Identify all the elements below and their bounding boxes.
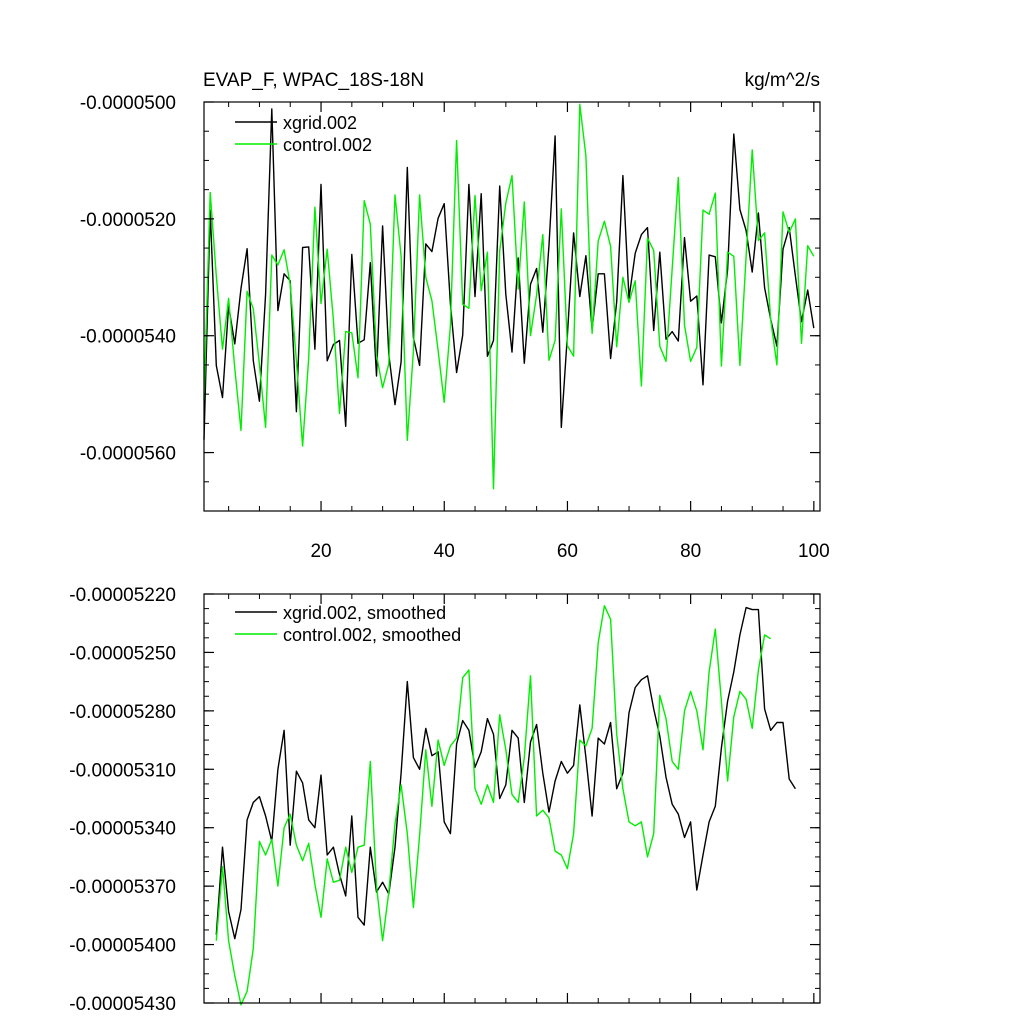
y-tick-label: -0.0000540 <box>80 327 176 348</box>
panel-bottom-plot-lines <box>215 605 796 1006</box>
panel-top-plot-lines <box>203 103 815 490</box>
series-line-xgrid <box>203 108 815 440</box>
x-tick-label: 60 <box>557 541 578 562</box>
panel-top-title: EVAP_F, WPAC_18S-18N <box>203 70 424 91</box>
x-tick-label: 40 <box>434 541 455 562</box>
y-tick-label: -0.00005430 <box>69 994 176 1015</box>
y-tick-label: -0.00005400 <box>69 936 176 957</box>
x-tick-label: 80 <box>680 541 701 562</box>
x-tick-label: 20 <box>310 541 331 562</box>
y-tick-label: -0.0000500 <box>80 93 176 114</box>
panel-bottom-axes: -0.00005220 -0.00005250 -0.00005280 -0.0000… <box>69 585 820 1015</box>
panel-top-legend: xgrid.002 control.002 <box>235 113 372 155</box>
y-tick-label: -0.00005220 <box>69 585 176 606</box>
panel-top-axes: -0.0000500 -0.0000520 -0.0000540 -0.0000560… <box>80 93 830 562</box>
series-line-control <box>203 103 815 490</box>
y-tick-label: -0.00005280 <box>69 702 176 723</box>
series-line-xgrid <box>215 606 796 940</box>
panel-top: EVAP_F, WPAC_18S-18N kg/m^2/s -0.0000500… <box>80 70 830 562</box>
series-line-control <box>215 605 772 1006</box>
legend-label-control: control.002 <box>283 135 372 155</box>
x-tick-label: 100 <box>798 541 830 562</box>
panel-bottom-legend: xgrid.002, smoothed control.002, smoothe… <box>235 603 461 645</box>
panel-top-units: kg/m^2/s <box>745 70 820 91</box>
y-tick-label: -0.00005370 <box>69 877 176 898</box>
y-tick-label: -0.00005340 <box>69 819 176 840</box>
y-tick-label: -0.00005310 <box>69 760 176 781</box>
y-tick-label: -0.0000520 <box>80 210 176 231</box>
y-tick-label: -0.00005250 <box>69 643 176 664</box>
legend-label-xgrid: xgrid.002 <box>283 113 357 133</box>
y-tick-label: -0.0000560 <box>80 444 176 465</box>
legend-label-control-smoothed: control.002, smoothed <box>283 625 461 645</box>
legend-label-xgrid-smoothed: xgrid.002, smoothed <box>283 603 446 623</box>
panel-bottom: -0.00005220 -0.00005250 -0.00005280 -0.0000… <box>69 585 821 1015</box>
